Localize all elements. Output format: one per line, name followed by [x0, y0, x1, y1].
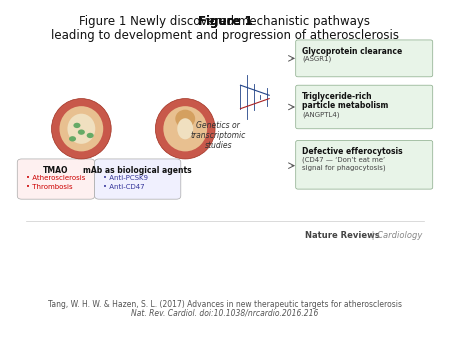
- Text: (CD47 — ‘Don’t eat me’: (CD47 — ‘Don’t eat me’: [302, 156, 386, 163]
- Text: Glycoprotein clearance: Glycoprotein clearance: [302, 47, 403, 56]
- Circle shape: [78, 129, 85, 135]
- Text: leading to development and progression of atherosclerosis: leading to development and progression o…: [51, 29, 399, 42]
- Text: Triglyceride-rich: Triglyceride-rich: [302, 92, 373, 101]
- Text: • Anti-PCSK9: • Anti-PCSK9: [104, 175, 148, 181]
- Text: • Atherosclerosis: • Atherosclerosis: [26, 175, 86, 181]
- Text: (ANGPTL4): (ANGPTL4): [302, 111, 340, 118]
- FancyBboxPatch shape: [296, 40, 433, 77]
- FancyBboxPatch shape: [296, 85, 433, 129]
- Circle shape: [73, 123, 81, 128]
- Text: • Thrombosis: • Thrombosis: [26, 184, 73, 190]
- Text: Figure 1 Newly discovered mechanistic pathways: Figure 1 Newly discovered mechanistic pa…: [80, 15, 370, 28]
- FancyBboxPatch shape: [296, 141, 433, 189]
- Text: mAb as biological agents: mAb as biological agents: [83, 166, 192, 175]
- FancyBboxPatch shape: [94, 159, 181, 199]
- Ellipse shape: [176, 110, 195, 128]
- Circle shape: [87, 133, 94, 138]
- Ellipse shape: [52, 99, 111, 159]
- Ellipse shape: [163, 106, 207, 151]
- Text: Defective efferocytosis: Defective efferocytosis: [302, 147, 403, 156]
- Text: • Anti-CD47: • Anti-CD47: [104, 184, 145, 190]
- Text: (ASGR1): (ASGR1): [302, 56, 332, 62]
- Ellipse shape: [177, 118, 193, 139]
- Text: Tang, W. H. W. & Hazen, S. L. (2017) Advances in new therapeutic targets for ath: Tang, W. H. W. & Hazen, S. L. (2017) Adv…: [48, 300, 402, 309]
- Text: TMAO: TMAO: [43, 166, 69, 175]
- Text: Figure 1: Figure 1: [198, 15, 252, 28]
- Ellipse shape: [59, 106, 103, 151]
- Text: signal for phagocytosis): signal for phagocytosis): [302, 165, 386, 171]
- Text: | Cardiology: | Cardiology: [369, 231, 422, 240]
- Text: Figure 1: Figure 1: [198, 15, 252, 28]
- Ellipse shape: [68, 114, 95, 144]
- Ellipse shape: [155, 99, 215, 159]
- Text: particle metabolism: particle metabolism: [302, 101, 389, 110]
- Text: Genetics or
transcriptomic
studies: Genetics or transcriptomic studies: [191, 121, 246, 150]
- Text: Nature Reviews: Nature Reviews: [305, 231, 379, 240]
- Circle shape: [69, 136, 76, 142]
- Text: Nat. Rev. Cardiol. doi:10.1038/nrcardio.2016.216: Nat. Rev. Cardiol. doi:10.1038/nrcardio.…: [131, 308, 319, 317]
- FancyBboxPatch shape: [17, 159, 94, 199]
